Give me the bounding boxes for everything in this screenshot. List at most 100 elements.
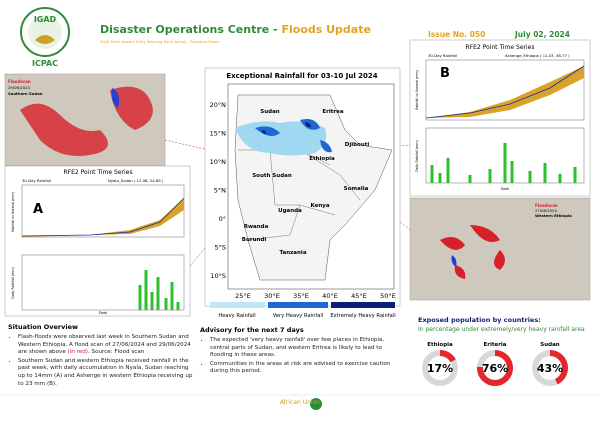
lat-label: 20°N (210, 101, 227, 109)
chart-b-panel: 30-Day Rainfall (428, 53, 457, 58)
legend-label: Very Heavy Rainfall (273, 313, 324, 319)
chart-b-line (425, 65, 585, 119)
img-label: Floodscan (8, 79, 31, 84)
lat-label: 5°N (214, 187, 226, 195)
chart-b-x: Date (501, 187, 509, 191)
au-emblem (310, 398, 322, 410)
advisory-bullet: Communities in the areas at risk are adv… (210, 361, 405, 376)
right-image (409, 197, 591, 301)
img-label-b: Floodscan (535, 203, 558, 208)
chart-b-station: Ashenge_Ethiopia ( 11.03, 38.77 ) (505, 53, 570, 58)
country-label: Burundi (242, 237, 267, 243)
lon-label: 30°E (264, 292, 280, 300)
chart-b-y1: Rainfall vs Normal (mm) (415, 70, 419, 110)
chart-a-title: RFE2 Point Time Series (64, 169, 133, 176)
chart-a-y1: Rainfall vs Normal (mm) (11, 192, 15, 232)
lon-label: 50°E (380, 292, 396, 300)
country-name: Sudan (540, 342, 560, 348)
country-label: Ethiopia (309, 156, 335, 162)
country-name: Ethiopia (427, 342, 453, 348)
logo-map (35, 35, 55, 44)
country-label: Tanzania (279, 250, 306, 256)
country-label: Kenya (310, 203, 329, 209)
flood-blue (111, 88, 120, 108)
flood-blue-b (451, 255, 457, 267)
advisory-list: The expected 'very heavy rainfall' over … (200, 337, 405, 376)
situation-list: Flash-floods were observed last week in … (8, 334, 193, 388)
flood-red (20, 86, 153, 156)
country-label: Rwanda (244, 224, 269, 230)
situation: Situation Overview Flash-floods were obs… (8, 323, 193, 389)
lon-label: 25°E (235, 292, 251, 300)
img-place: Southern Sudan (8, 91, 43, 96)
situation-bullet: Flash-floods were observed last week in … (18, 334, 193, 357)
rain-very-heavy (255, 119, 332, 153)
lon-label: 35°E (293, 292, 309, 300)
donut-label: 17% (427, 362, 453, 375)
chart-a-x: Date (99, 311, 107, 315)
donut-arc (477, 350, 513, 386)
chart-b-title: RFE2 Point Time Series (466, 44, 535, 51)
dynamic-layer: 20°N 15°N 10°N 5°N 0° 5°S 10°S 25°E 30°E 35°E 40°E… (210, 101, 568, 386)
lat-label: 5°S (214, 244, 226, 252)
chart-a-panel: 30-Day Rainfall (22, 178, 51, 183)
lat-label: 0° (219, 215, 226, 223)
lon-label: 40°E (322, 292, 338, 300)
chart-b-y2: Daily Rainfall (mm) (415, 140, 419, 172)
chart-a-top (21, 184, 185, 238)
chart-a-bottom (21, 254, 185, 311)
chart-b-top (425, 59, 585, 121)
country-label: Sudan (260, 109, 280, 115)
chart-b-bars (430, 143, 577, 183)
lat-label: 10°N (210, 158, 227, 166)
logo-sub: ICPAC (32, 59, 58, 68)
issue: Issue No. 050 (428, 30, 485, 39)
subtitle: IGAD Multi-Hazard Early Warning Early Ac… (100, 39, 219, 44)
country-label: Uganda (278, 208, 302, 214)
chart-b-area (426, 66, 584, 118)
chart-a-frame (4, 165, 191, 317)
date: July 02, 2024 (514, 30, 570, 39)
country-name: Eriteria (483, 342, 506, 348)
situation-bullet: Southern Sudan and western Ethiopia rece… (18, 358, 193, 388)
country-label: Somalia (344, 186, 369, 192)
exposure: Exposed population by countries: In perc… (418, 316, 598, 333)
legend-extreme-swatch (331, 302, 395, 308)
legend-heavy-swatch (210, 302, 265, 308)
country-label: Eritrea (322, 109, 343, 115)
title-main: Disaster Operations Centre - (100, 23, 281, 36)
chart-a-letter: A (33, 202, 43, 217)
title: Disaster Operations Centre - Floods Upda… (100, 23, 371, 36)
lon-label: 45°E (351, 292, 367, 300)
legend-label: Heavy Rainfall (218, 313, 255, 319)
chart-b-letter: B (440, 66, 450, 81)
exposure-title: Exposed population by countries: (418, 316, 541, 324)
logo-text: IGAD (34, 15, 57, 24)
img-place-b: Western Ethiopia (535, 213, 572, 218)
donut-label: 76% (482, 362, 508, 375)
legend-very-heavy-swatch (268, 302, 328, 308)
chart-a-y2: Daily Rainfall (mm) (11, 267, 15, 299)
exposure-subtitle: In percentage under extremely/very heavy… (418, 326, 585, 333)
lat-label: 10°S (210, 272, 226, 280)
map-title: Exceptional Rainfall for 03-10 Jul 2024 (226, 72, 377, 80)
country-label: Djibouti (345, 142, 370, 148)
advisory-bullet: The expected 'very heavy rainfall' over … (210, 337, 405, 360)
text: Flash-floods were observed last week in … (18, 334, 191, 356)
text: . Source: Flood scan (87, 349, 145, 356)
chart-a-station: Nyala_Sudan ( 12.06, 24.89 ) (108, 178, 164, 183)
au-text: African Union (280, 399, 320, 406)
advisory: Advisory for the next 7 days The expecte… (200, 326, 405, 377)
img-date: 29/06/2024 (8, 85, 30, 90)
chart-b-frame (409, 39, 591, 197)
donut-arc (422, 350, 458, 386)
donut-arc (532, 350, 568, 386)
country-label: South Sudan (252, 173, 292, 179)
donut-label: 43% (537, 362, 563, 375)
situation-title: Situation Overview (8, 323, 78, 331)
img-date-b: 27/06/2024 (535, 208, 557, 213)
chart-a-bars (138, 270, 180, 310)
advisory-title: Advisory for the next 7 days (200, 326, 304, 334)
